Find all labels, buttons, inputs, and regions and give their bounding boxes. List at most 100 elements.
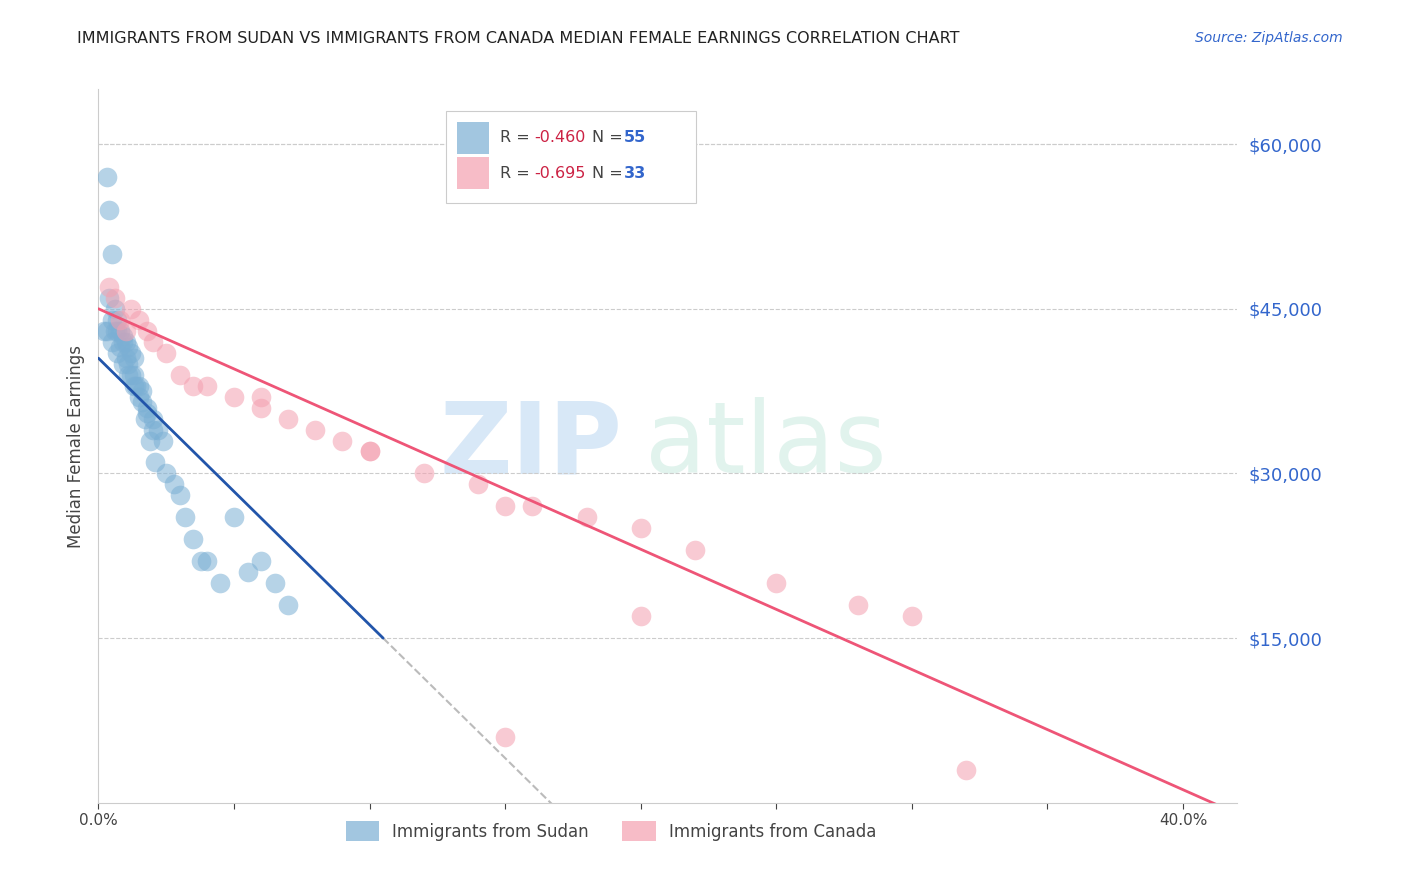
Text: atlas: atlas bbox=[645, 398, 887, 494]
Text: R =: R = bbox=[501, 166, 536, 181]
Text: 55: 55 bbox=[623, 130, 645, 145]
Point bbox=[683, 543, 706, 558]
Point bbox=[263, 576, 285, 591]
Point bbox=[195, 554, 218, 568]
Point bbox=[250, 390, 273, 404]
Point bbox=[134, 411, 156, 425]
Point bbox=[117, 357, 139, 371]
Y-axis label: Median Female Earnings: Median Female Earnings bbox=[66, 344, 84, 548]
Text: Source: ZipAtlas.com: Source: ZipAtlas.com bbox=[1195, 31, 1343, 45]
Point bbox=[190, 554, 212, 568]
Point bbox=[108, 324, 131, 338]
Point bbox=[96, 169, 118, 184]
Point bbox=[222, 510, 245, 524]
Point bbox=[169, 488, 191, 502]
Point bbox=[630, 609, 652, 624]
Point bbox=[114, 324, 136, 338]
Point bbox=[183, 533, 205, 547]
Point bbox=[494, 500, 516, 514]
Point bbox=[104, 291, 127, 305]
Text: 33: 33 bbox=[623, 166, 645, 181]
Point bbox=[131, 384, 153, 398]
Point bbox=[122, 368, 145, 382]
Point bbox=[136, 324, 159, 338]
Point bbox=[93, 324, 115, 338]
Point bbox=[136, 406, 159, 420]
Point bbox=[277, 411, 299, 425]
Point bbox=[120, 301, 142, 316]
Point bbox=[108, 312, 131, 326]
Point bbox=[107, 345, 129, 359]
FancyBboxPatch shape bbox=[457, 121, 489, 153]
Point bbox=[107, 324, 129, 338]
Point bbox=[117, 368, 139, 382]
Point bbox=[169, 368, 191, 382]
Point bbox=[125, 378, 148, 392]
Point bbox=[183, 378, 205, 392]
Point bbox=[114, 334, 136, 349]
Point bbox=[155, 467, 177, 481]
Point bbox=[146, 423, 169, 437]
Point bbox=[96, 324, 118, 338]
Point bbox=[98, 202, 121, 217]
Legend: Immigrants from Sudan, Immigrants from Canada: Immigrants from Sudan, Immigrants from C… bbox=[339, 814, 883, 848]
Point bbox=[131, 395, 153, 409]
Point bbox=[114, 351, 136, 366]
Point bbox=[128, 378, 150, 392]
Point bbox=[412, 467, 434, 481]
Point bbox=[107, 312, 129, 326]
Point bbox=[98, 280, 121, 294]
Text: ZIP: ZIP bbox=[440, 398, 623, 494]
Point bbox=[195, 378, 218, 392]
Text: R =: R = bbox=[501, 130, 536, 145]
Point bbox=[250, 401, 273, 415]
Point bbox=[630, 521, 652, 535]
Point bbox=[108, 340, 131, 354]
Point bbox=[104, 324, 127, 338]
Point bbox=[155, 345, 177, 359]
Point bbox=[901, 609, 924, 624]
Point bbox=[128, 312, 150, 326]
Text: N =: N = bbox=[592, 166, 627, 181]
Point bbox=[359, 444, 381, 458]
Point bbox=[111, 334, 134, 349]
Point bbox=[222, 390, 245, 404]
Point bbox=[98, 291, 121, 305]
Text: N =: N = bbox=[592, 130, 627, 145]
Point bbox=[120, 345, 142, 359]
Point bbox=[101, 312, 124, 326]
Point bbox=[163, 477, 186, 491]
Point bbox=[575, 510, 598, 524]
Point bbox=[152, 434, 174, 448]
Point bbox=[104, 301, 127, 316]
Point bbox=[174, 510, 197, 524]
Point bbox=[142, 334, 165, 349]
Point bbox=[101, 334, 124, 349]
Point bbox=[122, 378, 145, 392]
Point bbox=[122, 351, 145, 366]
Point bbox=[145, 455, 167, 469]
Point bbox=[142, 423, 165, 437]
Point bbox=[136, 401, 159, 415]
Point bbox=[209, 576, 232, 591]
FancyBboxPatch shape bbox=[457, 157, 489, 189]
FancyBboxPatch shape bbox=[446, 111, 696, 203]
Text: -0.695: -0.695 bbox=[534, 166, 586, 181]
Point bbox=[359, 444, 381, 458]
Point bbox=[846, 598, 869, 612]
Point bbox=[139, 434, 162, 448]
Point bbox=[304, 423, 326, 437]
Point bbox=[117, 340, 139, 354]
Point bbox=[142, 411, 165, 425]
Point bbox=[128, 390, 150, 404]
Point bbox=[101, 247, 124, 261]
Point bbox=[250, 554, 273, 568]
Point bbox=[494, 730, 516, 744]
Text: IMMIGRANTS FROM SUDAN VS IMMIGRANTS FROM CANADA MEDIAN FEMALE EARNINGS CORRELATI: IMMIGRANTS FROM SUDAN VS IMMIGRANTS FROM… bbox=[77, 31, 960, 46]
Point bbox=[277, 598, 299, 612]
Point bbox=[120, 368, 142, 382]
Point bbox=[522, 500, 544, 514]
Point bbox=[467, 477, 489, 491]
Point bbox=[111, 329, 134, 343]
Point bbox=[765, 576, 787, 591]
